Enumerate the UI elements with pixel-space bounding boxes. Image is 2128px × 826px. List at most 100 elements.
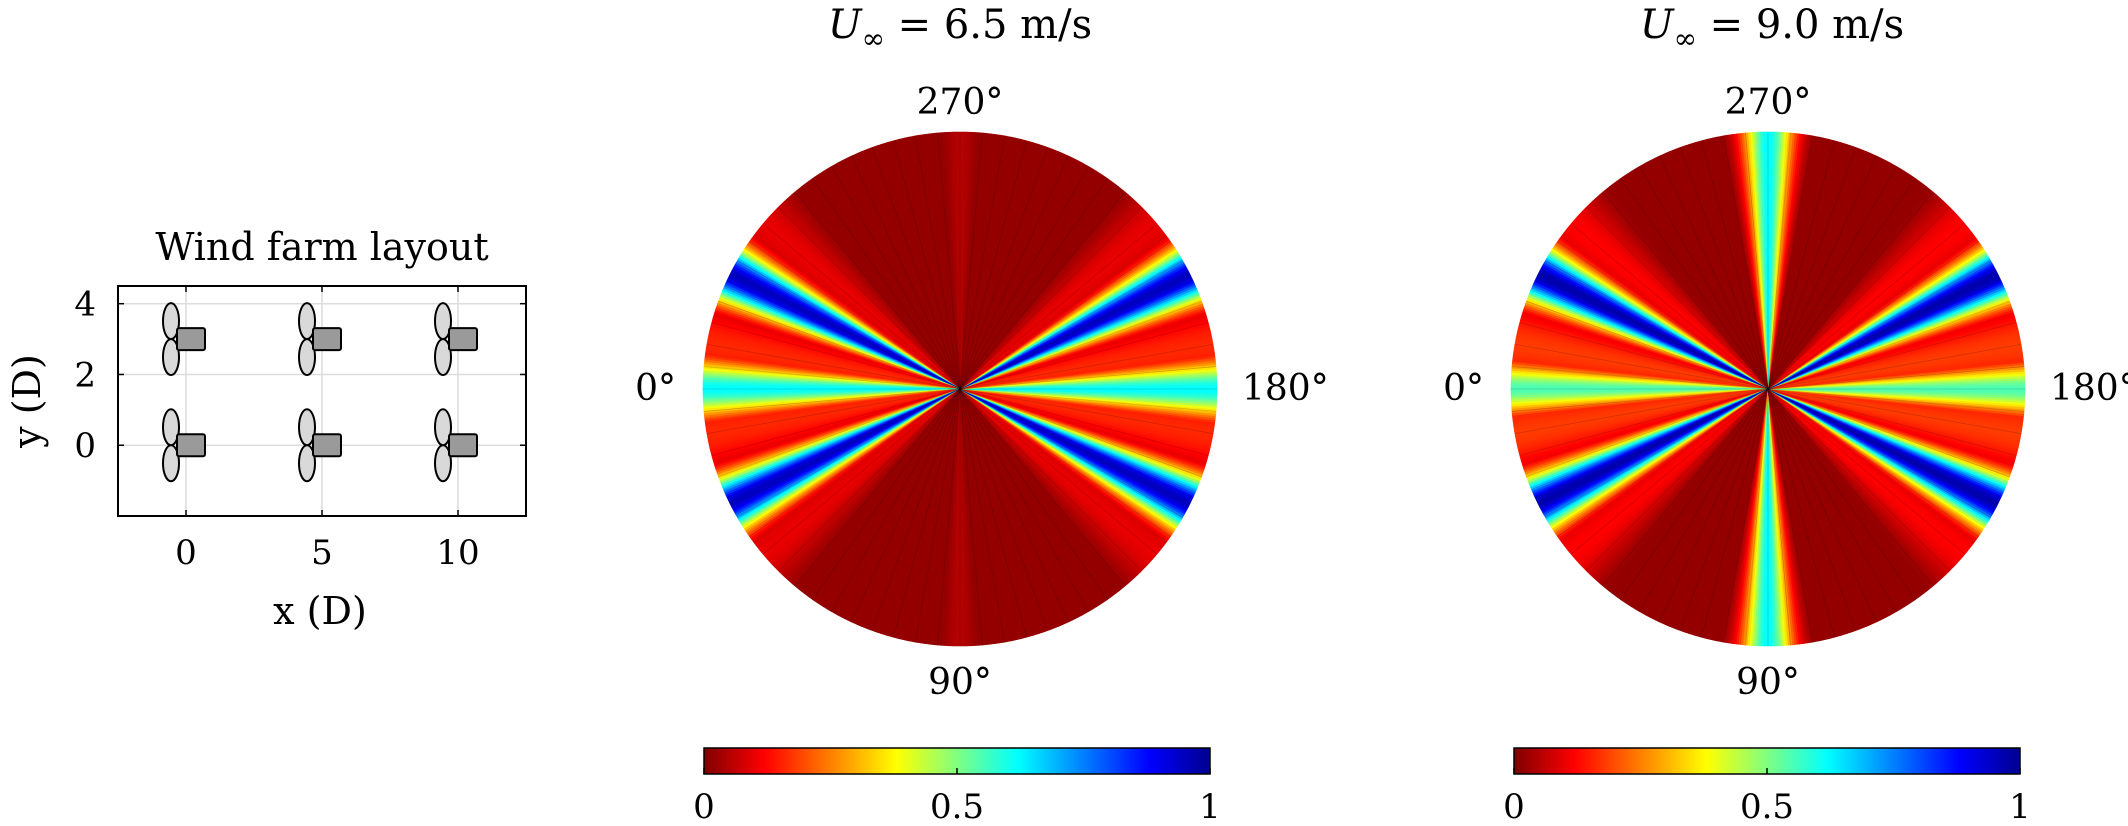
polar-radial-line	[1767, 223, 1966, 390]
polar-radial-line	[762, 223, 961, 390]
polar-heatmap-2	[1510, 131, 2026, 647]
polar-radial-line	[1602, 388, 1769, 587]
polar-heatmap-1	[702, 131, 1218, 647]
polar-panel-6-5: U∞ = 6.5 m/s 270° 180° 90° 0° 0 0.5 1	[635, 2, 1329, 826]
polar-radial-line	[959, 388, 1006, 643]
polar-radial-line	[914, 388, 961, 643]
polar-radial-line	[1514, 343, 1769, 390]
polar-radial-line	[959, 280, 1194, 390]
polar-radial-line	[1767, 388, 1991, 518]
polar-radial-line	[1557, 241, 1769, 390]
polar-radial-line	[1722, 135, 1769, 390]
polar-radial-line	[959, 388, 983, 646]
polar-radial-line	[1679, 147, 1769, 390]
polar-radial-line	[959, 388, 1143, 572]
colorbar-ticks-1: 0 0.5 1	[693, 768, 1221, 826]
polar-radial-line	[1511, 388, 1769, 412]
polar-radial-line	[1767, 280, 2002, 390]
polar-radial-line	[1745, 132, 1769, 390]
layout-ytick-label: 2	[74, 355, 96, 395]
layout-xtick-label: 10	[436, 533, 479, 573]
polar-radial-line	[1767, 388, 1897, 612]
polar-radial-line	[959, 343, 1214, 390]
polar-radial-line	[703, 366, 961, 390]
polar-radial-line	[1534, 388, 1769, 498]
polar-radial-line	[1585, 206, 1769, 390]
polar-radial-line	[871, 388, 961, 631]
polar-radial-line	[1602, 191, 1769, 390]
polar-radial-line	[959, 388, 1069, 623]
polar-title-1-rest: = 6.5 m/s	[885, 2, 1092, 48]
polar-radial-line	[914, 135, 961, 390]
polar-radial-line	[1534, 280, 1769, 390]
polar-radial-line	[1767, 388, 1916, 600]
polar-radial-line	[893, 388, 961, 638]
polar-radial-line	[711, 322, 961, 390]
polar-title-2-sub: ∞	[1674, 22, 1697, 55]
polar-radial-line	[812, 388, 961, 600]
polar-radial-line	[1767, 132, 1791, 390]
turbine-blade-bottom	[298, 338, 316, 377]
polar-radial-line	[1767, 343, 2022, 390]
polar-radial-line	[1519, 388, 1769, 456]
polar-panel-9-0: U∞ = 9.0 m/s 270° 180° 90° 0° 0 0.5 1	[1443, 2, 2128, 826]
polar-radial-line	[777, 206, 961, 390]
polar-title-1-sub: ∞	[862, 22, 885, 55]
polar-radial-line	[737, 260, 961, 390]
polar-radial-line	[959, 132, 983, 390]
polar-radial-line	[1767, 155, 1877, 390]
polar-radial-line	[959, 388, 1183, 518]
polar-radial-line	[893, 140, 961, 390]
polar-radial-line	[1767, 388, 2010, 478]
polar-radial-line	[1570, 223, 1769, 390]
colorbar-tick-label: 0	[693, 787, 715, 826]
polar-radial-line	[1526, 300, 1769, 390]
polar-radial-line	[726, 280, 961, 390]
polar-radial-line	[1679, 388, 1769, 631]
polar-radial-line	[1767, 388, 1791, 646]
polar-radial-line	[812, 178, 961, 390]
colorbar-tick-label: 1	[2009, 787, 2031, 826]
polar-radial-line	[959, 388, 1194, 498]
polar-radial-line	[959, 260, 1183, 390]
turbine-markers	[162, 302, 478, 483]
polar-radial-line	[1767, 140, 1835, 390]
polar-radial-line	[1511, 366, 1769, 390]
colorbar-ticks-2: 0 0.5 1	[1503, 768, 2031, 826]
layout-ylabel: y (D)	[5, 354, 49, 449]
polar-radial-line	[959, 300, 1202, 390]
polar-radial-line	[777, 388, 961, 572]
polar-radial-line	[959, 241, 1171, 390]
polar-radial-line	[871, 147, 961, 390]
polar-radial-line	[726, 388, 961, 498]
turbine-nacelle	[448, 433, 478, 458]
polar-radial-line	[959, 178, 1108, 390]
polar-radial-line	[831, 388, 961, 612]
polar-radial-line	[959, 388, 1214, 435]
polar-radial-line	[737, 388, 961, 518]
layout-y-ticks: 0 2 4	[74, 285, 526, 466]
polar-radial-line	[1767, 388, 1835, 638]
turbine-icon	[434, 408, 478, 483]
turbine-blade-bottom	[434, 338, 452, 377]
polar-radial-line	[1639, 388, 1769, 612]
angle-label-bottom-2: 90°	[1736, 662, 1800, 703]
angle-label-top-2: 270°	[1725, 82, 1812, 123]
polar-radial-line	[1767, 388, 2002, 498]
turbine-nacelle	[312, 327, 342, 352]
polar-radial-line	[1557, 388, 1769, 537]
polar-title-1: U∞ = 6.5 m/s	[828, 2, 1092, 55]
polar-radial-line	[959, 322, 1209, 390]
polar-radial-line	[959, 388, 1202, 478]
polar-radial-line	[1514, 388, 1769, 435]
turbine-nacelle	[176, 433, 206, 458]
polar-radial-line	[959, 388, 1049, 631]
polar-radial-line	[1767, 166, 1897, 390]
angle-label-right-1: 180°	[1242, 368, 1329, 409]
turbine-nacelle	[312, 433, 342, 458]
polar-radial-line	[1639, 166, 1769, 390]
colorbar-tick-label: 1	[1199, 787, 1221, 826]
polar-radial-line	[959, 388, 1209, 456]
polar-radial-line	[1767, 300, 2010, 390]
